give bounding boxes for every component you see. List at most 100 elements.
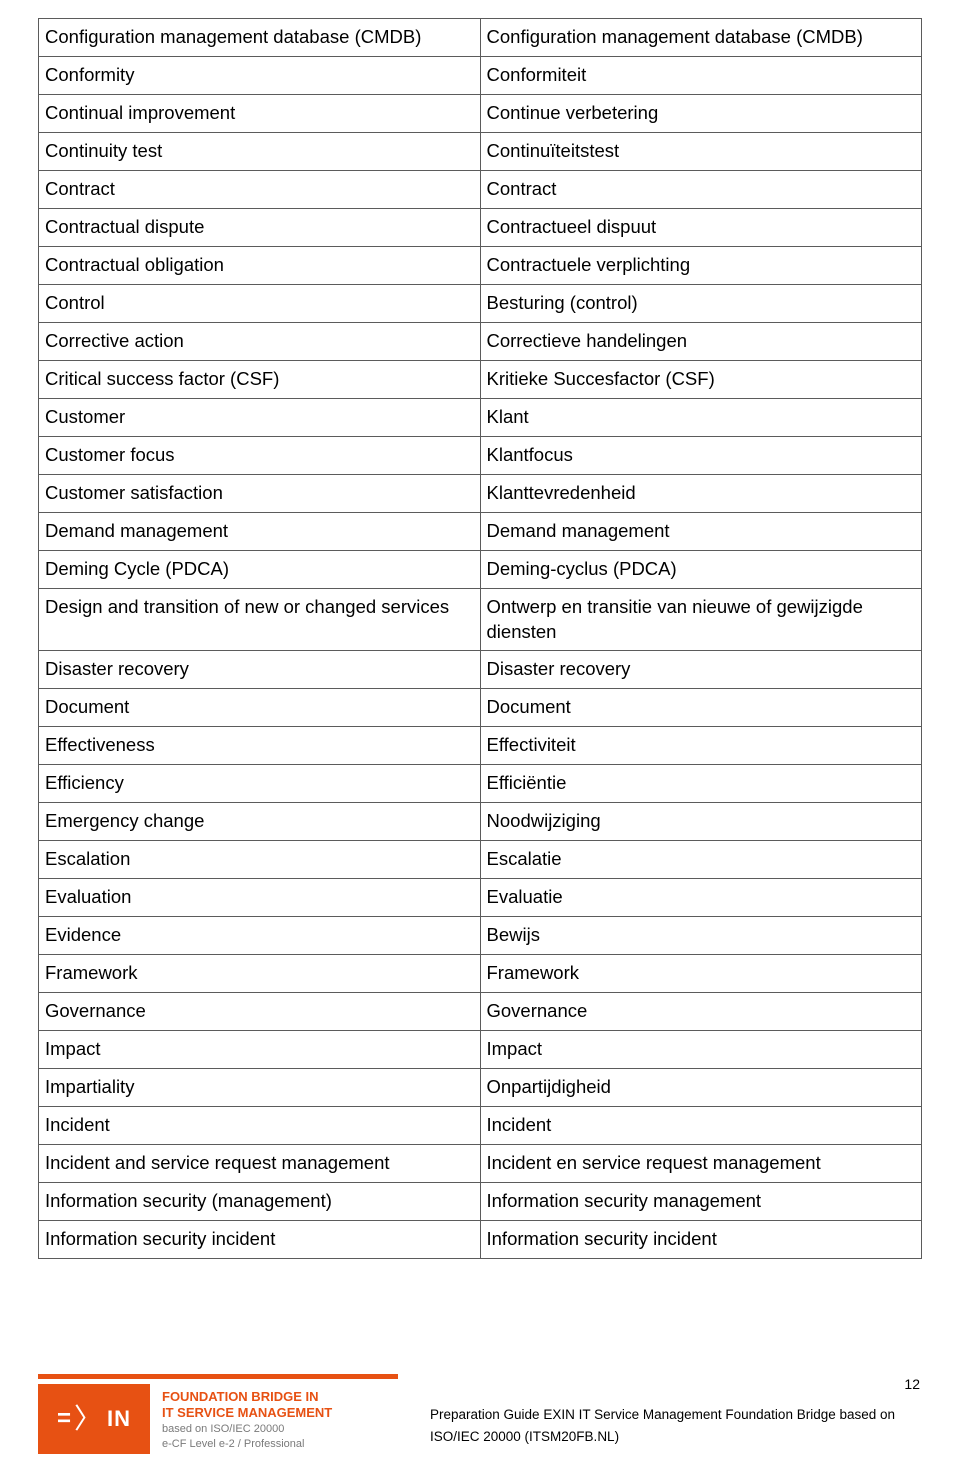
term-nl: Klanttevredenheid xyxy=(480,474,922,512)
term-en: Configuration management database (CMDB) xyxy=(39,19,481,57)
term-nl: Noodwijziging xyxy=(480,803,922,841)
term-nl: Besturing (control) xyxy=(480,284,922,322)
term-nl: Information security management xyxy=(480,1183,922,1221)
term-en: Framework xyxy=(39,955,481,993)
term-en: Incident and service request management xyxy=(39,1145,481,1183)
term-nl: Bewijs xyxy=(480,917,922,955)
table-row: FrameworkFramework xyxy=(39,955,922,993)
table-row: Corrective actionCorrectieve handelingen xyxy=(39,322,922,360)
term-nl: Onpartijdigheid xyxy=(480,1069,922,1107)
term-en: Critical success factor (CSF) xyxy=(39,360,481,398)
term-nl: Disaster recovery xyxy=(480,651,922,689)
footer-caption: Preparation Guide EXIN IT Service Manage… xyxy=(430,1404,900,1447)
term-en: Governance xyxy=(39,993,481,1031)
table-row: Customer satisfactionKlanttevredenheid xyxy=(39,474,922,512)
term-nl: Information security incident xyxy=(480,1221,922,1259)
table-row: Incident and service request managementI… xyxy=(39,1145,922,1183)
term-en: Information security (management) xyxy=(39,1183,481,1221)
page-number: 12 xyxy=(904,1376,920,1392)
table-row: Demand managementDemand management xyxy=(39,512,922,550)
term-nl: Escalatie xyxy=(480,841,922,879)
term-nl: Contractueel dispuut xyxy=(480,208,922,246)
table-row: ImpactImpact xyxy=(39,1031,922,1069)
glossary-table: Configuration management database (CMDB)… xyxy=(38,18,922,1259)
exin-logo: =〉IN xyxy=(38,1384,150,1454)
term-en: Customer satisfaction xyxy=(39,474,481,512)
term-en: Continual improvement xyxy=(39,94,481,132)
term-en: Impact xyxy=(39,1031,481,1069)
glossary-tbody: Configuration management database (CMDB)… xyxy=(39,19,922,1259)
table-row: EfficiencyEfficiëntie xyxy=(39,765,922,803)
term-en: Evidence xyxy=(39,917,481,955)
term-nl: Continuïteitstest xyxy=(480,132,922,170)
table-row: GovernanceGovernance xyxy=(39,993,922,1031)
term-nl: Klantfocus xyxy=(480,436,922,474)
page-footer: =〉IN FOUNDATION BRIDGE IN IT SERVICE MAN… xyxy=(0,1366,960,1474)
term-nl: Kritieke Succesfactor (CSF) xyxy=(480,360,922,398)
footer-title-line1: FOUNDATION BRIDGE IN xyxy=(162,1389,390,1405)
term-en: Impartiality xyxy=(39,1069,481,1107)
table-row: EscalationEscalatie xyxy=(39,841,922,879)
term-en: Deming Cycle (PDCA) xyxy=(39,550,481,588)
term-en: Contract xyxy=(39,170,481,208)
table-row: ContractContract xyxy=(39,170,922,208)
term-en: Contractual dispute xyxy=(39,208,481,246)
term-en: Emergency change xyxy=(39,803,481,841)
footer-title-line2: IT SERVICE MANAGEMENT xyxy=(162,1405,390,1421)
table-row: Information security (management)Informa… xyxy=(39,1183,922,1221)
term-en: Disaster recovery xyxy=(39,651,481,689)
table-row: Contractual obligationContractuele verpl… xyxy=(39,246,922,284)
table-row: Continual improvementContinue verbeterin… xyxy=(39,94,922,132)
table-row: ImpartialityOnpartijdigheid xyxy=(39,1069,922,1107)
term-en: Demand management xyxy=(39,512,481,550)
term-en: Escalation xyxy=(39,841,481,879)
table-row: ConformityConformiteit xyxy=(39,56,922,94)
term-nl: Evaluatie xyxy=(480,879,922,917)
footer-brand-box: =〉IN FOUNDATION BRIDGE IN IT SERVICE MAN… xyxy=(38,1384,398,1454)
table-row: Customer focusKlantfocus xyxy=(39,436,922,474)
term-en: Contractual obligation xyxy=(39,246,481,284)
term-nl: Incident en service request management xyxy=(480,1145,922,1183)
term-nl: Contractuele verplichting xyxy=(480,246,922,284)
footer-sub-line1: based on ISO/IEC 20000 xyxy=(162,1422,390,1436)
term-en: Customer focus xyxy=(39,436,481,474)
term-en: Efficiency xyxy=(39,765,481,803)
term-en: Incident xyxy=(39,1107,481,1145)
term-en: Document xyxy=(39,689,481,727)
table-row: ControlBesturing (control) xyxy=(39,284,922,322)
term-en: Effectiveness xyxy=(39,727,481,765)
table-row: Deming Cycle (PDCA)Deming-cyclus (PDCA) xyxy=(39,550,922,588)
term-nl: Effectiviteit xyxy=(480,727,922,765)
document-page: Configuration management database (CMDB)… xyxy=(0,0,960,1474)
term-en: Evaluation xyxy=(39,879,481,917)
term-en: Continuity test xyxy=(39,132,481,170)
table-row: DocumentDocument xyxy=(39,689,922,727)
footer-accent-bar xyxy=(38,1374,398,1379)
term-nl: Impact xyxy=(480,1031,922,1069)
table-row: EvidenceBewijs xyxy=(39,917,922,955)
term-nl: Document xyxy=(480,689,922,727)
table-row: EvaluationEvaluatie xyxy=(39,879,922,917)
term-nl: Ontwerp en transitie van nieuwe of gewij… xyxy=(480,588,922,651)
footer-sub-line2: e-CF Level e-2 / Professional xyxy=(162,1437,390,1451)
term-en: Customer xyxy=(39,398,481,436)
term-en: Corrective action xyxy=(39,322,481,360)
term-nl: Continue verbetering xyxy=(480,94,922,132)
term-en: Conformity xyxy=(39,56,481,94)
table-row: Configuration management database (CMDB)… xyxy=(39,19,922,57)
term-en: Design and transition of new or changed … xyxy=(39,588,481,651)
term-nl: Klant xyxy=(480,398,922,436)
term-nl: Correctieve handelingen xyxy=(480,322,922,360)
table-row: Critical success factor (CSF)Kritieke Su… xyxy=(39,360,922,398)
term-nl: Incident xyxy=(480,1107,922,1145)
term-nl: Configuration management database (CMDB) xyxy=(480,19,922,57)
table-row: Design and transition of new or changed … xyxy=(39,588,922,651)
table-row: Disaster recoveryDisaster recovery xyxy=(39,651,922,689)
table-row: Emergency changeNoodwijziging xyxy=(39,803,922,841)
term-nl: Governance xyxy=(480,993,922,1031)
table-row: CustomerKlant xyxy=(39,398,922,436)
exin-logo-icon: =〉IN xyxy=(57,1405,131,1433)
table-row: EffectivenessEffectiviteit xyxy=(39,727,922,765)
term-nl: Demand management xyxy=(480,512,922,550)
footer-brand-text: FOUNDATION BRIDGE IN IT SERVICE MANAGEME… xyxy=(150,1384,398,1454)
